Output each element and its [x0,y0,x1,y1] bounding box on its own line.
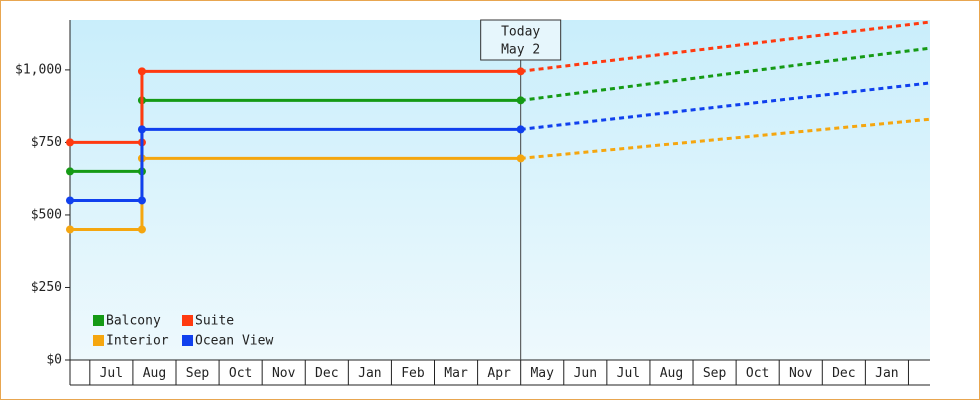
forecast-line [520,117,931,160]
x-tick-label: Nov [789,366,813,381]
point [137,196,146,205]
point [66,138,74,147]
y-tick-label: $250 [31,280,62,295]
point [66,167,74,176]
x-tick-label: Oct [746,366,769,381]
x-tick-label: Jul [617,366,640,381]
legend-swatch [182,335,193,346]
x-tick-label: Jan [358,366,381,381]
point [66,196,74,205]
point [137,67,146,76]
legend-label: Ocean View [195,334,273,349]
x-tick-label: Apr [487,366,511,381]
x-tick-label: Aug [143,366,166,381]
today-label: May 2 [501,43,540,58]
point [137,125,146,134]
legend-swatch [182,315,193,326]
point [516,67,525,76]
series-line [70,127,521,202]
x-tick-label: Jan [875,366,898,381]
today-label: Today [501,25,540,40]
y-tick-label: $500 [31,207,62,222]
legend-swatch [93,315,104,326]
point [516,125,525,134]
forecast-line [520,81,931,131]
x-tick-label: Sep [703,366,727,381]
legend-swatch [93,335,104,346]
x-tick-label: Jun [574,366,597,381]
point [137,225,146,234]
forecast-line [520,20,931,73]
point [516,96,525,105]
x-tick-label: Dec [315,366,338,381]
x-tick-label: Jul [100,366,123,381]
today-box [480,19,562,61]
plot-area [70,20,930,360]
x-tick-label: May [530,366,554,381]
point [66,225,74,234]
y-tick-label: $750 [31,135,62,150]
x-tick-label: Oct [229,366,252,381]
legend-label: Suite [195,314,234,329]
x-tick-label: Aug [660,366,683,381]
forecast-line [520,46,931,102]
point [516,154,525,163]
legend-label: Interior [106,334,169,349]
legend-label: Balcony [106,314,161,329]
x-tick-label: Nov [272,366,296,381]
x-tick-label: Sep [186,366,210,381]
y-tick-label: $1,000 [15,62,62,77]
x-tick-label: Dec [832,366,855,381]
series-line [70,69,521,144]
x-tick-label: Mar [444,366,468,381]
x-tick-label: Feb [401,366,425,381]
y-tick-label: $0 [46,353,62,368]
